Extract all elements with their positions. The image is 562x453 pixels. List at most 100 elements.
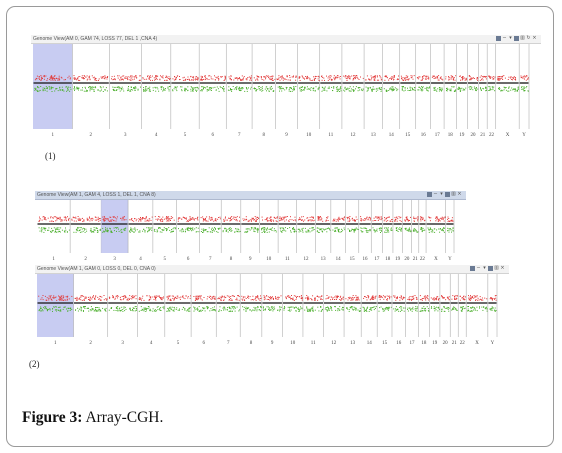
loss-point xyxy=(203,308,205,310)
loss-point xyxy=(308,88,310,90)
loss-point xyxy=(200,310,202,312)
gain-point xyxy=(406,79,408,81)
gain-point xyxy=(441,295,442,297)
minus-icon[interactable]: − xyxy=(502,35,507,41)
loss-point xyxy=(201,86,203,88)
loss-point xyxy=(431,307,433,309)
settings-icon[interactable] xyxy=(514,36,519,41)
loss-point xyxy=(292,306,294,308)
close-icon[interactable]: × xyxy=(500,265,505,271)
gain-point xyxy=(426,75,428,77)
minus-icon[interactable]: − xyxy=(433,191,438,197)
gain-point xyxy=(230,75,232,77)
close-icon[interactable]: × xyxy=(532,35,537,41)
settings-icon[interactable] xyxy=(488,266,493,271)
filter-icon[interactable]: ▾ xyxy=(509,35,512,41)
loss-point xyxy=(89,86,91,87)
gain-point xyxy=(407,298,409,300)
loss-point xyxy=(439,87,441,89)
gain-point xyxy=(441,217,443,219)
loss-point xyxy=(422,89,424,91)
loss-point xyxy=(207,307,209,308)
loss-point xyxy=(329,228,330,230)
loss-point xyxy=(52,308,54,310)
gain-point xyxy=(224,76,226,78)
gain-point xyxy=(225,219,227,221)
gain-point xyxy=(411,75,413,77)
loss-point xyxy=(50,232,52,233)
gain-point xyxy=(356,298,357,300)
chart-icon[interactable]: ▥ xyxy=(451,191,456,197)
loss-point xyxy=(150,310,152,312)
loss-point xyxy=(279,87,281,89)
loss-point xyxy=(245,87,247,88)
gain-point xyxy=(150,79,151,81)
loss-point xyxy=(373,88,375,90)
loss-point xyxy=(140,310,142,311)
loss-point xyxy=(205,229,207,231)
loss-point xyxy=(428,229,430,231)
gain-point xyxy=(424,298,426,300)
gain-point xyxy=(498,76,500,78)
loss-point xyxy=(133,87,135,89)
loss-point xyxy=(425,309,427,311)
loss-point xyxy=(460,90,461,92)
gain-point xyxy=(481,297,483,299)
gain-point xyxy=(253,77,255,79)
loss-point xyxy=(96,231,98,233)
gain-point xyxy=(166,218,168,220)
loss-point xyxy=(317,89,319,91)
loss-point xyxy=(48,227,50,229)
gain-point xyxy=(158,295,160,297)
settings-icon[interactable] xyxy=(445,192,450,197)
refresh-icon[interactable]: ↻ xyxy=(526,35,531,41)
chart-icon[interactable]: ▥ xyxy=(494,265,499,271)
gain-point xyxy=(264,296,266,298)
grid-icon[interactable] xyxy=(496,36,501,41)
loss-point xyxy=(446,88,448,90)
loss-point xyxy=(194,307,196,309)
gain-point xyxy=(89,298,91,300)
loss-point xyxy=(411,87,413,89)
loss-point xyxy=(355,229,357,231)
gain-point xyxy=(258,298,260,300)
loss-point xyxy=(155,90,157,92)
loss-point xyxy=(46,90,48,92)
gain-point xyxy=(42,75,44,77)
gain-point xyxy=(522,75,524,77)
loss-point xyxy=(207,308,209,309)
gain-point xyxy=(342,218,344,220)
grid-icon[interactable] xyxy=(470,266,475,271)
loss-point xyxy=(188,307,190,309)
loss-point xyxy=(279,86,281,88)
loss-point xyxy=(249,309,251,311)
gain-point xyxy=(512,78,514,80)
gain-point xyxy=(200,298,202,300)
loss-point xyxy=(222,230,224,232)
loss-point xyxy=(234,310,236,312)
loss-point xyxy=(115,86,117,88)
gain-point xyxy=(484,297,486,299)
gain-point xyxy=(133,78,135,80)
gain-point xyxy=(223,80,225,81)
minus-icon[interactable]: − xyxy=(476,265,481,271)
gain-point xyxy=(448,297,449,299)
loss-point xyxy=(104,309,106,311)
gain-point xyxy=(114,297,116,299)
filter-icon[interactable]: ▾ xyxy=(483,265,486,271)
loss-point xyxy=(211,89,212,91)
gain-point xyxy=(460,79,461,81)
gain-point xyxy=(421,219,423,221)
chart-icon[interactable]: ▥ xyxy=(520,35,525,41)
close-icon[interactable]: × xyxy=(457,191,462,197)
loss-point xyxy=(195,87,197,89)
gain-point xyxy=(124,77,126,79)
loss-point xyxy=(269,86,271,88)
gain-point xyxy=(294,219,296,221)
gain-point xyxy=(434,77,436,79)
gain-point xyxy=(438,299,439,301)
filter-icon[interactable]: ▾ xyxy=(440,191,443,197)
gain-point xyxy=(441,218,443,220)
gain-point xyxy=(345,77,347,79)
grid-icon[interactable] xyxy=(427,192,432,197)
